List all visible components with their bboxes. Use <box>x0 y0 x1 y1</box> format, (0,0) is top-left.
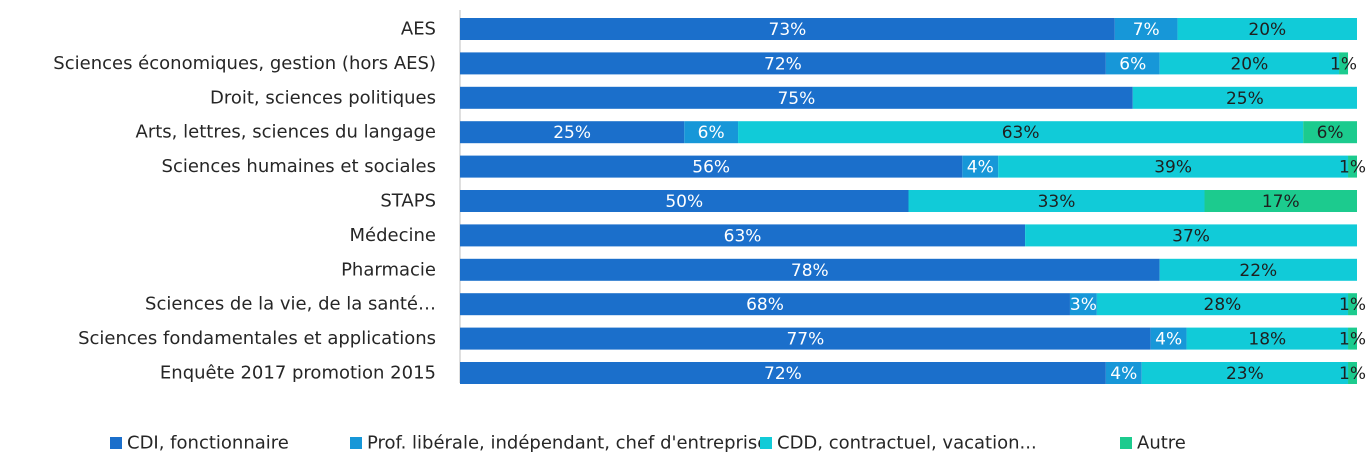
bar-segment-prof-liberale-independant-chef-d-entreprise-sciences-fondamentales-et-applications <box>1150 327 1187 350</box>
data-label-cdi-fonctionnaire-enquete-2017-promotion-2015: 72% <box>764 364 802 384</box>
bar-segment-cdi-fonctionnaire-enquete-2017-promotion-2015 <box>460 362 1106 384</box>
data-label-prof-liberale-independant-chef-d-entreprise-sciences-fondamentales-et-applications: 4% <box>1155 330 1182 350</box>
legend-label-prof-liberale-independant-chef-d-entreprise: Prof. libérale, indépendant, chef d'entr… <box>367 433 768 454</box>
category-label-arts-lettres-sciences-du-langage: Arts, lettres, sciences du langage <box>136 122 436 143</box>
bar-segment-cdi-fonctionnaire-droit-sciences-politiques <box>460 86 1133 109</box>
data-label-cdi-fonctionnaire-droit-sciences-politiques: 75% <box>777 89 815 109</box>
data-label-prof-liberale-independant-chef-d-entreprise-sciences-economiques-gestion-hors-aes: 6% <box>1119 54 1146 74</box>
data-label-prof-liberale-independant-chef-d-entreprise-arts-lettres-sciences-du-langage: 6% <box>698 123 725 143</box>
legend-swatch-cdd-contractuel-vacation <box>760 437 772 449</box>
bar-segment-autre-sciences-economiques-gestion-hors-aes <box>1339 52 1349 75</box>
data-label-cdd-contractuel-vacation-sciences-fondamentales-et-applications: 18% <box>1248 330 1286 350</box>
legend-label-cdd-contractuel-vacation: CDD, contractuel, vacation... <box>777 433 1037 454</box>
bar-segment-prof-liberale-independant-chef-d-entreprise-aes <box>1114 18 1178 40</box>
data-label-cdd-contractuel-vacation-sciences-humaines-et-sociales: 39% <box>1154 158 1192 178</box>
bar-segment-cdi-fonctionnaire-medecine <box>460 224 1026 247</box>
category-label-staps: STAPS <box>380 191 436 212</box>
bar-segment-prof-liberale-independant-chef-d-entreprise-sciences-economiques-gestion-hors-aes <box>1105 52 1160 75</box>
bar-segment-autre-staps <box>1204 190 1357 212</box>
bar-segment-prof-liberale-independant-chef-d-entreprise-enquete-2017-promotion-2015 <box>1105 362 1142 384</box>
category-labels: AES Sciences économiques, gestion (hors A… <box>53 19 436 384</box>
data-label-prof-liberale-independant-chef-d-entreprise-enquete-2017-promotion-2015: 4% <box>1110 364 1137 384</box>
bar-segment-autre-arts-lettres-sciences-du-langage <box>1303 121 1357 144</box>
bar-segment-cdd-contractuel-vacation-aes <box>1177 18 1357 40</box>
bar-segment-cdi-fonctionnaire-pharmacie <box>460 258 1160 281</box>
data-label-cdi-fonctionnaire-staps: 50% <box>665 192 703 212</box>
legend-swatch-prof-liberale-independant-chef-d-entreprise <box>350 437 362 449</box>
category-label-enquete-2017-promotion-2015: Enquête 2017 promotion 2015 <box>160 363 436 384</box>
legend-label-cdi-fonctionnaire: CDI, fonctionnaire <box>127 433 289 454</box>
bar-segment-prof-liberale-independant-chef-d-entreprise-arts-lettres-sciences-du-langage <box>684 121 739 144</box>
bar-segment-cdd-contractuel-vacation-sciences-economiques-gestion-hors-aes <box>1159 52 1340 75</box>
data-label-cdd-contractuel-vacation-sciences-economiques-gestion-hors-aes: 20% <box>1230 54 1268 74</box>
data-label-cdd-contractuel-vacation-enquete-2017-promotion-2015: 23% <box>1226 364 1264 384</box>
bar-segment-cdd-contractuel-vacation-staps <box>908 190 1205 212</box>
bar-segment-cdi-fonctionnaire-sciences-economiques-gestion-hors-aes <box>460 52 1106 75</box>
category-label-pharmacie: Pharmacie <box>341 259 436 280</box>
legend-label-autre: Autre <box>1137 433 1186 454</box>
data-label-autre-staps: 17% <box>1262 192 1300 212</box>
bar-segment-prof-liberale-independant-chef-d-entreprise-sciences-de-la-vie-de-la-sante <box>1069 293 1097 316</box>
bar-segment-autre-sciences-humaines-et-sociales <box>1348 155 1357 178</box>
data-label-autre-arts-lettres-sciences-du-langage: 6% <box>1317 123 1344 143</box>
data-label-prof-liberale-independant-chef-d-entreprise-aes: 7% <box>1133 20 1160 40</box>
data-label-cdd-contractuel-vacation-sciences-de-la-vie-de-la-sante: 28% <box>1204 295 1242 315</box>
data-label-cdd-contractuel-vacation-staps: 33% <box>1038 192 1076 212</box>
bar-segment-prof-liberale-independant-chef-d-entreprise-sciences-humaines-et-sociales <box>962 155 999 178</box>
bar-segment-cdi-fonctionnaire-sciences-de-la-vie-de-la-sante <box>460 293 1070 316</box>
bar-segment-cdd-contractuel-vacation-sciences-de-la-vie-de-la-sante <box>1096 293 1349 316</box>
legend-swatch-autre <box>1120 437 1132 449</box>
category-label-aes: AES <box>401 19 436 40</box>
data-label-cdd-contractuel-vacation-aes: 20% <box>1248 20 1286 40</box>
bar-segment-cdi-fonctionnaire-staps <box>460 190 909 212</box>
data-label-prof-liberale-independant-chef-d-entreprise-sciences-humaines-et-sociales: 4% <box>967 158 994 178</box>
data-label-autre-sciences-fondamentales-et-applications: 1% <box>1339 330 1366 350</box>
bar-segment-autre-enquete-2017-promotion-2015 <box>1348 362 1357 384</box>
data-label-cdi-fonctionnaire-sciences-fondamentales-et-applications: 77% <box>786 330 824 350</box>
data-label-cdi-fonctionnaire-aes: 73% <box>769 20 807 40</box>
bar-segment-cdi-fonctionnaire-arts-lettres-sciences-du-langage <box>460 121 685 144</box>
bar-segment-cdi-fonctionnaire-sciences-fondamentales-et-applications <box>460 327 1151 350</box>
data-label-autre-sciences-humaines-et-sociales: 1% <box>1339 158 1366 178</box>
category-label-droit-sciences-politiques: Droit, sciences politiques <box>210 87 436 108</box>
data-label-prof-liberale-independant-chef-d-entreprise-sciences-de-la-vie-de-la-sante: 3% <box>1070 295 1097 315</box>
bars <box>460 18 1357 384</box>
bar-segment-cdd-contractuel-vacation-sciences-humaines-et-sociales <box>998 155 1349 178</box>
bar-segment-cdd-contractuel-vacation-medecine <box>1025 224 1357 247</box>
legend-swatch-cdi-fonctionnaire <box>110 437 122 449</box>
data-label-cdi-fonctionnaire-pharmacie: 78% <box>791 261 829 281</box>
data-label-autre-sciences-de-la-vie-de-la-sante: 1% <box>1339 295 1366 315</box>
bar-segment-cdd-contractuel-vacation-pharmacie <box>1159 258 1357 281</box>
category-label-sciences-humaines-et-sociales: Sciences humaines et sociales <box>162 156 436 177</box>
data-label-cdd-contractuel-vacation-pharmacie: 22% <box>1239 261 1277 281</box>
data-label-cdd-contractuel-vacation-medecine: 37% <box>1172 226 1210 246</box>
bar-segment-cdd-contractuel-vacation-enquete-2017-promotion-2015 <box>1141 362 1349 384</box>
data-label-cdi-fonctionnaire-sciences-humaines-et-sociales: 56% <box>692 158 730 178</box>
data-label-cdi-fonctionnaire-medecine: 63% <box>724 226 762 246</box>
bar-segment-autre-sciences-fondamentales-et-applications <box>1348 327 1357 350</box>
category-label-sciences-economiques-gestion-hors-aes: Sciences économiques, gestion (hors AES) <box>53 53 436 74</box>
bar-labels: 73% 7% 20% 72% 6% 20% 1% 75% 25% 25% 6% 63% 6% 56% 4% 3… <box>553 20 1366 384</box>
bar-segment-cdd-contractuel-vacation-arts-lettres-sciences-du-langage <box>738 121 1304 144</box>
data-label-cdd-contractuel-vacation-droit-sciences-politiques: 25% <box>1226 89 1264 109</box>
data-label-autre-enquete-2017-promotion-2015: 1% <box>1339 364 1366 384</box>
bar-segment-cdd-contractuel-vacation-sciences-fondamentales-et-applications <box>1186 327 1349 350</box>
data-label-autre-sciences-economiques-gestion-hors-aes: 1% <box>1330 54 1357 74</box>
legend: CDI, fonctionnaire Prof. libérale, indépe… <box>110 433 1186 454</box>
data-label-cdi-fonctionnaire-arts-lettres-sciences-du-langage: 25% <box>553 123 591 143</box>
data-label-cdd-contractuel-vacation-arts-lettres-sciences-du-langage: 63% <box>1002 123 1040 143</box>
bar-segment-autre-sciences-de-la-vie-de-la-sante <box>1348 293 1357 316</box>
bar-segment-cdd-contractuel-vacation-droit-sciences-politiques <box>1132 86 1357 109</box>
bar-segment-cdi-fonctionnaire-aes <box>460 18 1115 40</box>
bar-segment-cdi-fonctionnaire-sciences-humaines-et-sociales <box>460 155 963 178</box>
data-label-cdi-fonctionnaire-sciences-de-la-vie-de-la-sante: 68% <box>746 295 784 315</box>
category-label-medecine: Médecine <box>350 225 436 246</box>
data-label-cdi-fonctionnaire-sciences-economiques-gestion-hors-aes: 72% <box>764 54 802 74</box>
category-label-sciences-fondamentales-et-applications: Sciences fondamentales et applications <box>78 328 436 349</box>
category-label-sciences-de-la-vie-de-la-sante: Sciences de la vie, de la santé… <box>145 294 436 315</box>
